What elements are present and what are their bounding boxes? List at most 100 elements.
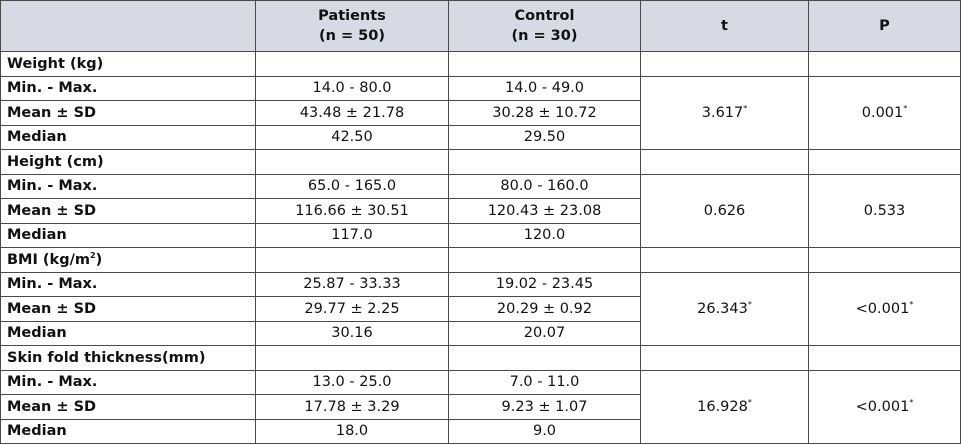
data-row: Mean ± SD 17.78 ± 3.29 9.23 ± 1.07 <box>0 394 961 420</box>
empty-cell <box>448 149 641 175</box>
value-cell: 80.0 - 160.0 <box>448 173 641 199</box>
row-label: Min. - Max. <box>0 75 256 101</box>
empty-cell <box>448 51 641 77</box>
text-part: 16.928 <box>697 398 748 415</box>
value-cell: 117.0 <box>255 222 449 248</box>
header-row: Patients (n = 50) Control (n = 30) t P <box>0 0 961 52</box>
header-cell <box>0 0 256 52</box>
empty-cell <box>448 247 641 273</box>
group-row: Weight (kg) <box>0 51 961 77</box>
t-value: 16.928* <box>640 369 809 444</box>
value-cell: 20.29 ± 0.92 <box>448 296 641 322</box>
table-body: Weight (kg) Min. - Max. 14.0 - 80.0 14.0 - … <box>0 51 961 444</box>
superscript: * <box>747 299 752 309</box>
value-cell: 120.43 ± 23.08 <box>448 198 641 224</box>
empty-cell <box>808 345 961 371</box>
row-label: Min. - Max. <box>0 173 256 199</box>
data-row: Min. - Max. 25.87 - 33.33 19.02 - 23.45 26.… <box>0 271 961 346</box>
data-row: Min. - Max. 14.0 - 80.0 14.0 - 49.0 3.617* 0… <box>0 75 961 150</box>
row-label: Min. - Max. <box>0 271 256 297</box>
header-line: Control <box>514 8 575 24</box>
data-row: Median 117.0 120.0 <box>0 222 961 248</box>
p-value: 0.001* <box>808 75 961 150</box>
empty-cell <box>808 149 961 175</box>
value-cell: 18.0 <box>255 418 449 444</box>
p-value: <0.001* <box>808 369 961 444</box>
row-label: Median <box>0 320 256 346</box>
row-label: Median <box>0 418 256 444</box>
header-cell: Patients (n = 50) <box>255 0 449 52</box>
value-cell: 25.87 - 33.33 <box>255 271 449 297</box>
value-cell: 20.07 <box>448 320 641 346</box>
value-cell: 29.77 ± 2.25 <box>255 296 449 322</box>
group-row: Height (cm) <box>0 149 961 175</box>
superscript: * <box>743 103 748 113</box>
data-row: Mean ± SD 29.77 ± 2.25 20.29 ± 0.92 <box>0 296 961 322</box>
value-cell: 7.0 - 11.0 <box>448 369 641 395</box>
group-row: BMI (kg/m2) <box>0 247 961 273</box>
row-label: Mean ± SD <box>0 394 256 420</box>
group-label: Height (cm) <box>0 149 256 175</box>
value-cell: 30.28 ± 10.72 <box>448 100 641 126</box>
empty-cell <box>255 247 449 273</box>
value-cell: 43.48 ± 21.78 <box>255 100 449 126</box>
header-line: Patients <box>318 8 386 24</box>
text-part: <0.001 <box>855 398 910 415</box>
t-value: 26.343* <box>640 271 809 346</box>
row-label: Median <box>0 222 256 248</box>
group-label: Weight (kg) <box>0 51 256 77</box>
text-part: BMI (kg/m <box>7 251 90 268</box>
group-label: BMI (kg/m2) <box>0 247 256 273</box>
value-cell: 19.02 - 23.45 <box>448 271 641 297</box>
empty-cell <box>255 149 449 175</box>
empty-cell <box>640 149 809 175</box>
superscript: * <box>903 103 908 113</box>
empty-cell <box>640 345 809 371</box>
value-cell: 30.16 <box>255 320 449 346</box>
value-cell: 116.66 ± 30.51 <box>255 198 449 224</box>
empty-cell <box>640 247 809 273</box>
superscript: * <box>747 397 752 407</box>
value-cell: 14.0 - 49.0 <box>448 75 641 101</box>
data-row: Mean ± SD 43.48 ± 21.78 30.28 ± 10.72 <box>0 100 961 126</box>
t-value: 0.626 <box>640 173 809 248</box>
text-part: 0.001 <box>861 104 904 121</box>
value-cell: 65.0 - 165.0 <box>255 173 449 199</box>
superscript: * <box>909 397 914 407</box>
value-cell: 9.23 ± 1.07 <box>448 394 641 420</box>
value-cell: 42.50 <box>255 124 449 150</box>
row-label: Mean ± SD <box>0 100 256 126</box>
data-row: Median 18.0 9.0 <box>0 418 961 444</box>
empty-cell <box>640 51 809 77</box>
p-value: 0.533 <box>808 173 961 248</box>
empty-cell <box>255 51 449 77</box>
empty-cell <box>808 247 961 273</box>
header-line: (n = 30) <box>511 28 578 44</box>
p-value: <0.001* <box>808 271 961 346</box>
value-cell: 14.0 - 80.0 <box>255 75 449 101</box>
value-cell: 9.0 <box>448 418 641 444</box>
data-row: Min. - Max. 65.0 - 165.0 80.0 - 160.0 0.626… <box>0 173 961 248</box>
superscript: * <box>909 299 914 309</box>
row-label: Median <box>0 124 256 150</box>
group-row: Skin fold thickness(mm) <box>0 345 961 371</box>
text-part: <0.001 <box>855 300 910 317</box>
t-value: 3.617* <box>640 75 809 150</box>
value-cell: 13.0 - 25.0 <box>255 369 449 395</box>
header-line: (n = 50) <box>318 28 385 44</box>
text-part: 3.617 <box>701 104 744 121</box>
row-label: Mean ± SD <box>0 296 256 322</box>
data-row: Median 42.50 29.50 <box>0 124 961 150</box>
text-part: ) <box>95 251 103 268</box>
value-cell: 120.0 <box>448 222 641 248</box>
text-part: 26.343 <box>697 300 748 317</box>
row-label: Mean ± SD <box>0 198 256 224</box>
superscript: 2 <box>89 250 96 260</box>
header-cell: t <box>640 0 809 52</box>
data-row: Mean ± SD 116.66 ± 30.51 120.43 ± 23.08 <box>0 198 961 224</box>
row-label: Min. - Max. <box>0 369 256 395</box>
group-label: Skin fold thickness(mm) <box>0 345 256 371</box>
header-cell: P <box>808 0 961 52</box>
